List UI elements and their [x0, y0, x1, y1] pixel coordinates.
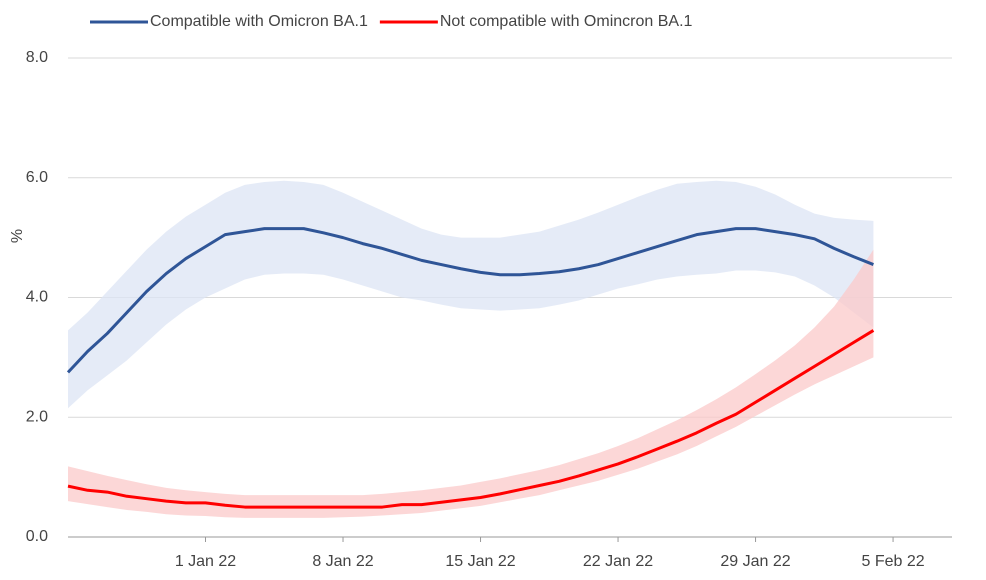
confidence-band: [68, 249, 874, 518]
series-line: [66, 227, 874, 374]
x-tick-label: 29 Jan 22: [720, 553, 790, 570]
y-tick-label: 2.0: [26, 408, 48, 425]
y-tick-label: 8.0: [26, 49, 48, 66]
y-tick-label: 4.0: [26, 289, 48, 306]
y-tick-label: 6.0: [26, 169, 48, 186]
x-tick-label: 15 Jan 22: [445, 553, 515, 570]
legend-label: Not compatible with Omincron BA.1: [440, 13, 693, 30]
series-line: [67, 329, 875, 509]
x-tick-label: 1 Jan 22: [175, 553, 236, 570]
confidence-band: [68, 180, 874, 409]
y-axis-label: %: [9, 229, 26, 243]
y-tick-label: 0.0: [26, 528, 48, 545]
x-tick-label: 8 Jan 22: [312, 553, 373, 570]
x-tick-label: 22 Jan 22: [583, 553, 653, 570]
x-tick-label: 5 Feb 22: [861, 553, 924, 570]
legend-label: Compatible with Omicron BA.1: [150, 13, 368, 30]
